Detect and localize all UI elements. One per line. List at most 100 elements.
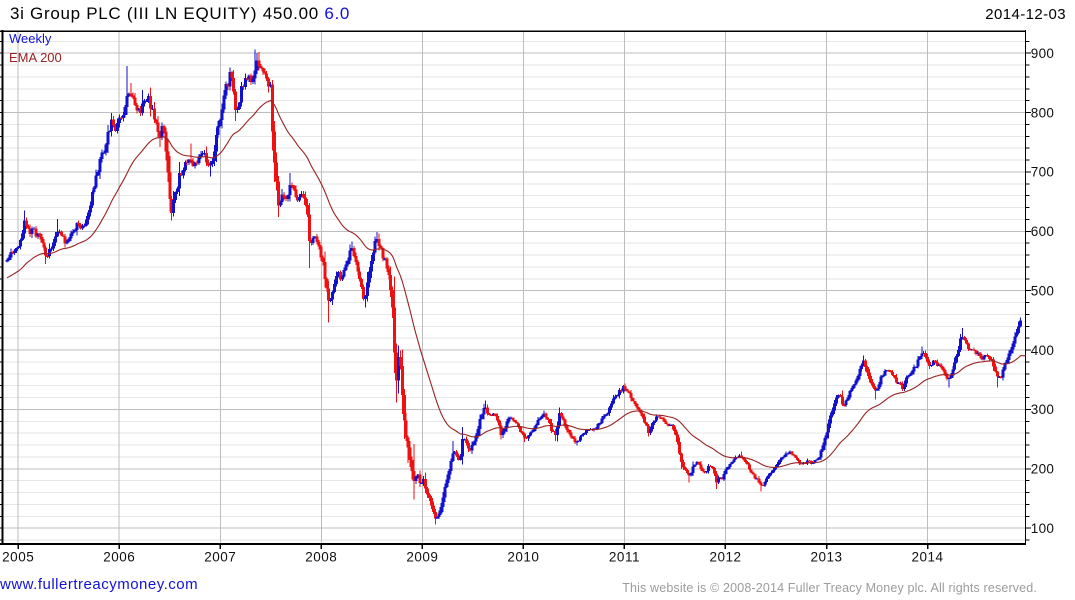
candle-body bbox=[685, 469, 689, 473]
candle-body bbox=[803, 462, 807, 465]
candle-body bbox=[470, 445, 474, 451]
candle-body bbox=[400, 366, 404, 396]
candle-body bbox=[747, 464, 751, 470]
candle-body bbox=[699, 464, 703, 469]
candle-body bbox=[964, 339, 968, 344]
candle-body bbox=[807, 460, 811, 462]
x-axis-label: 2005 bbox=[2, 550, 34, 565]
candle-body bbox=[210, 161, 214, 165]
candle-body bbox=[757, 478, 761, 483]
candle-body bbox=[796, 458, 800, 460]
candle-wick bbox=[688, 472, 690, 483]
candle-body bbox=[459, 456, 463, 460]
candle-body bbox=[805, 460, 809, 464]
candle-body bbox=[848, 390, 852, 398]
candle-body bbox=[249, 75, 253, 83]
candle-body bbox=[976, 352, 980, 355]
candle-body bbox=[350, 247, 354, 251]
candle-body bbox=[1011, 343, 1015, 350]
candle-wick bbox=[576, 440, 578, 446]
candle-body bbox=[11, 252, 15, 254]
candle-body bbox=[104, 144, 108, 153]
candle-body bbox=[226, 84, 230, 87]
candle-body bbox=[362, 287, 366, 299]
candle-body bbox=[517, 423, 521, 428]
candle-body bbox=[300, 193, 304, 197]
candle-body bbox=[199, 154, 203, 157]
candle-body bbox=[1009, 349, 1013, 354]
candle-body bbox=[356, 262, 360, 272]
candle-body bbox=[769, 472, 773, 476]
candle-body bbox=[873, 387, 877, 391]
candle-body bbox=[515, 421, 519, 424]
candle-body bbox=[501, 431, 505, 435]
candle-body bbox=[269, 84, 273, 87]
candle-body bbox=[885, 370, 889, 372]
candle-body bbox=[937, 364, 941, 367]
y-axis-label: 300 bbox=[1031, 402, 1054, 417]
candle-body bbox=[993, 366, 997, 372]
candle-body bbox=[447, 471, 451, 480]
candle-body bbox=[575, 441, 579, 443]
candle-body bbox=[424, 478, 428, 489]
x-axis-label: 2010 bbox=[507, 550, 539, 565]
candle-body bbox=[112, 119, 116, 126]
candle-body bbox=[819, 450, 823, 458]
candle-body bbox=[232, 78, 236, 92]
candle-body bbox=[168, 172, 172, 200]
candle-body bbox=[265, 73, 269, 79]
candle-body bbox=[604, 414, 608, 416]
candle-body bbox=[52, 242, 56, 249]
candle-body bbox=[584, 430, 588, 434]
candle-body bbox=[1015, 332, 1019, 337]
candle-body bbox=[931, 360, 935, 365]
candle-body bbox=[375, 238, 379, 241]
candle-body bbox=[864, 360, 868, 368]
y-axis-label: 800 bbox=[1031, 105, 1054, 120]
candle-body bbox=[377, 238, 381, 247]
candle-body bbox=[416, 474, 420, 477]
candle-body bbox=[606, 412, 610, 415]
candle-body bbox=[360, 278, 364, 288]
candle-body bbox=[437, 513, 441, 517]
candle-body bbox=[813, 459, 817, 463]
candle-body bbox=[774, 465, 778, 468]
candle-body bbox=[571, 436, 575, 439]
candle-body bbox=[897, 382, 901, 384]
candle-body bbox=[821, 445, 825, 451]
candle-body bbox=[997, 376, 1001, 378]
candle-body bbox=[565, 426, 569, 431]
candle-body bbox=[507, 417, 511, 422]
candle-body bbox=[753, 474, 757, 479]
candle-body bbox=[234, 91, 238, 111]
candle-body bbox=[788, 451, 792, 454]
candle-body bbox=[42, 242, 46, 248]
candle-wick bbox=[407, 435, 409, 463]
candle-body bbox=[420, 483, 424, 485]
candle-body bbox=[90, 192, 94, 206]
y-axis-label: 600 bbox=[1031, 224, 1054, 239]
candle-body bbox=[990, 358, 994, 361]
candle-body bbox=[453, 451, 457, 454]
candle-body bbox=[928, 361, 932, 367]
candle-wick bbox=[328, 281, 330, 323]
candle-body bbox=[354, 256, 358, 263]
candle-wick bbox=[948, 377, 950, 388]
candle-body bbox=[412, 471, 416, 482]
candle-body bbox=[658, 416, 662, 418]
website-link[interactable]: www.fullertreacymoney.com bbox=[0, 576, 199, 593]
candle-body bbox=[150, 108, 154, 110]
candle-body bbox=[398, 357, 402, 367]
candle-body bbox=[13, 250, 17, 254]
candle-body bbox=[406, 437, 410, 448]
candle-body bbox=[81, 225, 85, 229]
candle-body bbox=[552, 430, 556, 432]
candle-body bbox=[951, 369, 955, 376]
candle-body bbox=[236, 108, 240, 111]
candle-body bbox=[336, 272, 340, 276]
candle-body bbox=[995, 371, 999, 377]
candle-body bbox=[823, 437, 827, 446]
candle-body bbox=[953, 362, 957, 370]
candle-body bbox=[383, 258, 387, 260]
candle-wick bbox=[485, 400, 487, 409]
